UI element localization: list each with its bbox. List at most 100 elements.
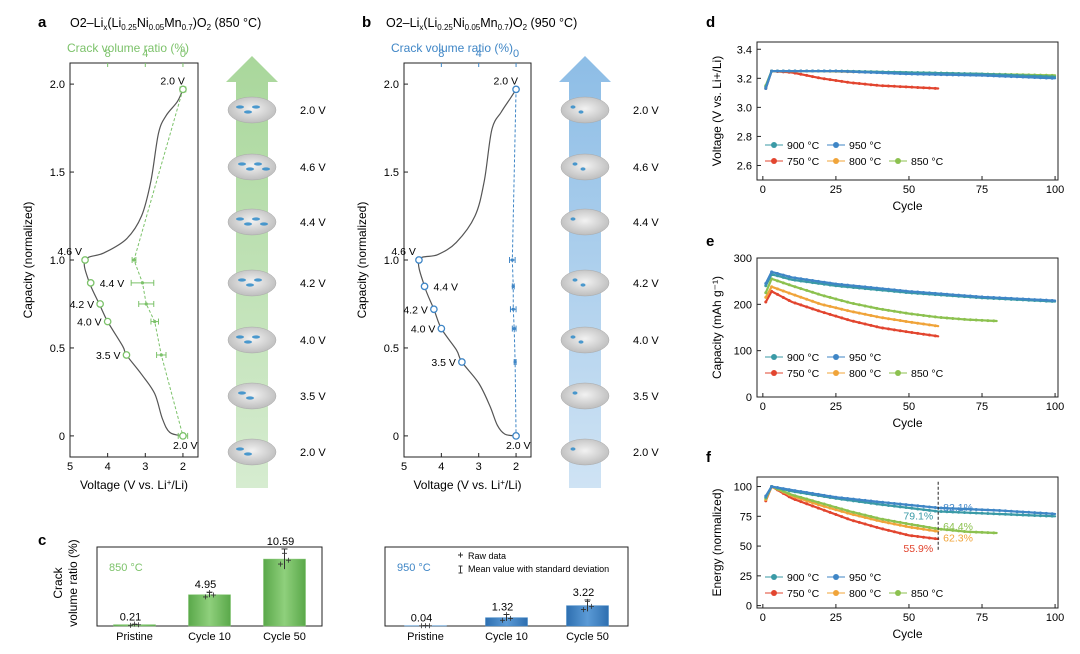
voltage-marker — [420, 282, 429, 291]
series-point — [1009, 75, 1013, 79]
top-tick-label: 8 — [438, 48, 444, 60]
voltage-marker — [179, 432, 187, 440]
series-point — [922, 332, 926, 336]
x-tick-label: 0 — [760, 401, 766, 413]
crack-spot — [236, 335, 244, 339]
legend-swatch-dot — [833, 354, 839, 360]
series-point — [974, 294, 978, 298]
plot-frame — [756, 257, 1059, 398]
series-point — [898, 319, 902, 323]
particle-image — [227, 153, 277, 181]
series-point — [869, 286, 873, 290]
x-tick-label: 75 — [976, 401, 988, 413]
series-point — [787, 277, 791, 281]
raw-data-marker — [585, 598, 590, 604]
voltage-marker-label: 2.0 V — [173, 440, 198, 452]
series-point — [910, 503, 914, 507]
series-point — [846, 511, 850, 515]
series-point — [822, 280, 826, 284]
series-point — [857, 498, 861, 502]
panel-e: e 0 25 50 75 100 0 100 200 300 Cycle Capacity (mAh… — [706, 233, 1064, 430]
series-point — [892, 328, 896, 332]
series-point — [904, 85, 908, 89]
series-point — [869, 313, 873, 317]
series-point — [998, 296, 1002, 300]
series-point — [892, 501, 896, 505]
series-point — [922, 322, 926, 326]
crack-spot — [252, 217, 260, 221]
crack-ratio-point — [511, 284, 515, 288]
panel-e-plot: 0 25 50 75 100 0 100 200 300 Cycle Capacity (mAh g… — [710, 253, 1064, 430]
series-point — [1050, 298, 1054, 302]
series-point — [881, 503, 885, 507]
crack-spot — [260, 222, 268, 226]
series-point — [811, 281, 815, 285]
series-point — [770, 485, 774, 489]
panel-d-plot: 0 25 50 75 100 2.6 2.8 3.0 3.2 3.4 Cycle Voltage (V… — [710, 41, 1064, 213]
series-point — [992, 508, 996, 512]
series-point — [910, 331, 914, 335]
x-tick-label: 4 — [438, 461, 444, 473]
series-point — [910, 72, 914, 76]
series-point — [822, 493, 826, 497]
series-point — [799, 69, 803, 73]
series-point — [863, 312, 867, 316]
top-tick-label: 0 — [180, 48, 186, 60]
series-point — [834, 69, 838, 73]
series-point — [834, 306, 838, 310]
series-point — [968, 511, 972, 515]
series-point — [816, 301, 820, 305]
y-axis-label: Voltage (V vs. Li+/Li) — [710, 56, 724, 166]
series-point — [887, 287, 891, 291]
legend-label: 900 °C — [787, 352, 820, 364]
series-point — [793, 293, 797, 297]
voltage-marker — [86, 279, 95, 287]
crack-ratio-point — [512, 326, 516, 331]
crack-spot — [238, 162, 246, 166]
legend-swatch-dot — [895, 158, 901, 164]
series-point — [887, 521, 891, 525]
y-tick-label: 75 — [740, 511, 752, 523]
series-point — [910, 506, 914, 510]
series-point — [793, 69, 797, 73]
series-point — [822, 508, 826, 512]
crack-spot — [572, 162, 578, 166]
crack-spot — [254, 278, 262, 282]
series-point — [799, 279, 803, 283]
series-point — [1038, 511, 1042, 515]
bar-value-label: 10.59 — [267, 536, 295, 548]
series-point — [962, 529, 966, 533]
crack-ratio-point — [132, 258, 136, 262]
series-point — [834, 505, 838, 509]
raw-data-marker — [278, 561, 283, 567]
arrow-voltage-label: 2.0 V — [300, 447, 326, 459]
series-point — [770, 285, 774, 289]
series-line — [764, 277, 998, 323]
series-point — [910, 320, 914, 324]
series-point — [992, 531, 996, 535]
series-point — [799, 287, 803, 291]
series-point — [828, 304, 832, 308]
series-point — [939, 292, 943, 296]
series-point — [892, 519, 896, 523]
voltage-marker-label: 3.5 V — [96, 350, 121, 362]
panel-c-plot: Crack volume ratio (%) 850 °C 0.21 Pristine 4… — [51, 536, 629, 643]
series-point — [1050, 512, 1054, 516]
series-point — [811, 491, 815, 495]
series-point — [1015, 513, 1019, 517]
series-point — [951, 506, 955, 510]
series-point — [916, 507, 920, 511]
series-point — [816, 492, 820, 496]
series-point — [1021, 510, 1025, 514]
series-point — [898, 85, 902, 89]
series-point — [875, 71, 879, 75]
x-axis-label: Cycle — [892, 416, 922, 430]
series-point — [863, 70, 867, 74]
retention-annotation: 64.4% — [943, 521, 973, 533]
x-tick-label: 75 — [976, 612, 988, 624]
series-point — [904, 72, 908, 76]
series-point — [892, 522, 896, 526]
series-point — [1021, 513, 1025, 517]
series-point — [927, 86, 931, 90]
series-point — [805, 297, 809, 301]
